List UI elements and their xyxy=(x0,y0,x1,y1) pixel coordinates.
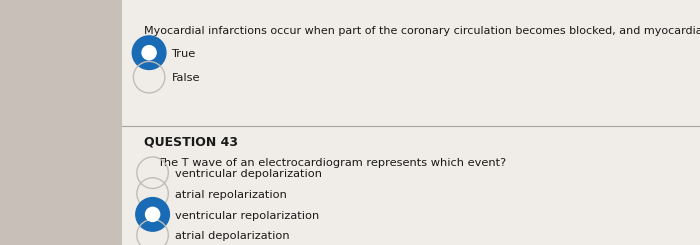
Text: ventricular repolarization: ventricular repolarization xyxy=(175,210,319,220)
Text: ventricular depolarization: ventricular depolarization xyxy=(175,169,322,179)
FancyBboxPatch shape xyxy=(122,0,700,245)
Text: True: True xyxy=(172,49,196,59)
Text: atrial depolarization: atrial depolarization xyxy=(175,231,290,241)
Text: False: False xyxy=(172,73,200,83)
Text: Myocardial infarctions occur when part of the coronary circulation becomes block: Myocardial infarctions occur when part o… xyxy=(144,26,700,36)
Text: QUESTION 43: QUESTION 43 xyxy=(144,136,237,149)
Ellipse shape xyxy=(142,46,156,60)
Text: atrial repolarization: atrial repolarization xyxy=(175,190,287,200)
Ellipse shape xyxy=(136,197,169,231)
Text: The T wave of an electrocardiogram represents which event?: The T wave of an electrocardiogram repre… xyxy=(158,158,507,168)
Ellipse shape xyxy=(132,36,166,70)
Ellipse shape xyxy=(146,207,160,221)
